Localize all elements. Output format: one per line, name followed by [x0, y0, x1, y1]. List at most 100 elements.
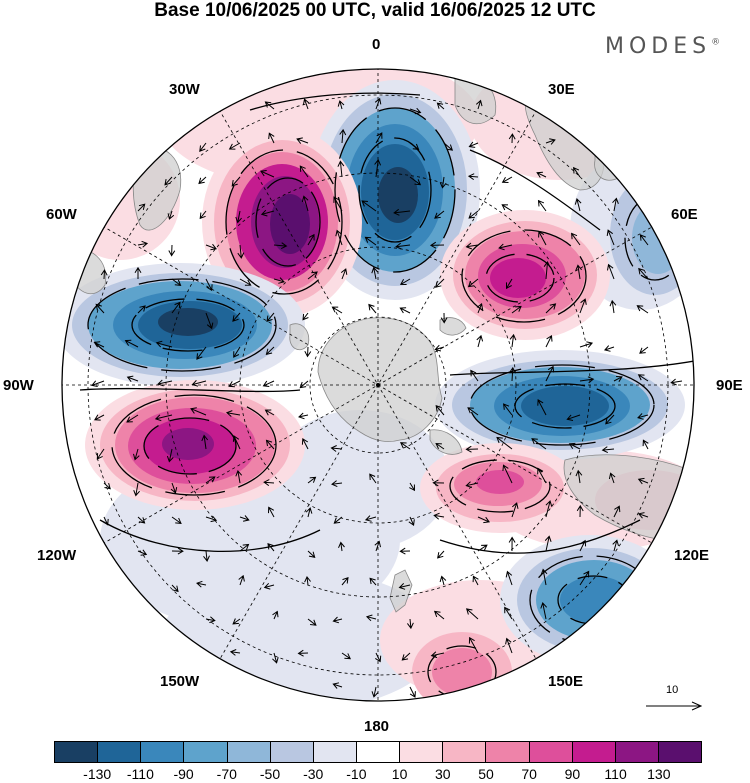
- reference-vector-arrow-icon: [646, 701, 702, 711]
- wind-vector-arrow: [465, 242, 479, 250]
- wind-vector-arrow: [434, 210, 445, 219]
- wind-vector-arrow: [375, 652, 382, 663]
- wind-vector-arrow: [575, 469, 583, 484]
- wind-vector-arrow: [205, 476, 216, 484]
- wind-vector-arrow: [103, 482, 111, 490]
- wind-vector-arrow: [508, 536, 516, 552]
- wind-vector-arrow: [566, 414, 581, 421]
- wind-vector-arrow: [262, 380, 275, 387]
- pole-marker: [376, 383, 380, 387]
- wind-vector-arrow: [545, 365, 555, 382]
- map-boundary: [61, 68, 695, 702]
- wind-vector-arrow: [137, 305, 146, 314]
- wind-vector-arrow: [298, 412, 309, 420]
- wind-vector-arrow: [263, 479, 275, 487]
- wind-vector-arrow: [467, 407, 479, 416]
- wind-vector-arrow: [95, 303, 105, 314]
- wind-vector-arrow: [266, 312, 275, 323]
- lon-label-90w: 90W: [3, 377, 34, 394]
- wind-vector-arrow: [196, 346, 207, 360]
- colorbar-tick-label: 50: [478, 766, 494, 782]
- wind-vector-arrow: [568, 442, 581, 450]
- wind-vector-arrow: [239, 543, 250, 552]
- lon-label-120w: 120W: [37, 547, 77, 564]
- wind-vector-arrow: [371, 266, 379, 280]
- wind-vector-arrow: [264, 409, 275, 416]
- wind-vector-arrow: [639, 346, 649, 354]
- colorbar-segment: [270, 742, 314, 762]
- wind-vector-arrow: [239, 278, 252, 286]
- wind-vector-arrow: [540, 602, 548, 620]
- colorbar-segment: [313, 742, 357, 762]
- wind-vector-arrow: [536, 171, 547, 178]
- wind-vector-arrow: [498, 243, 513, 251]
- wind-vector-arrow: [439, 176, 447, 189]
- colorbar-tick-label: 90: [564, 766, 581, 782]
- wind-vector-arrow: [154, 414, 173, 422]
- wind-vector-arrow: [543, 261, 551, 280]
- colorbar-tick-label: 70: [521, 766, 537, 782]
- lon-label-60e: 60E: [671, 206, 698, 223]
- anomaly-negative-135e: [500, 535, 680, 665]
- wind-vector-arrow: [333, 196, 343, 212]
- wind-vector-arrow: [333, 516, 343, 524]
- wind-vector-arrow: [545, 303, 557, 314]
- map-title: Base 10/06/2025 00 UTC, valid 16/06/2025…: [154, 0, 596, 21]
- wind-vector-arrow: [605, 414, 615, 425]
- wind-vector-arrow: [574, 198, 582, 212]
- wind-vector-arrow: [607, 263, 615, 280]
- wind-vector-arrow: [299, 380, 309, 389]
- wind-vector-arrow: [134, 266, 142, 279]
- wind-vector-arrow: [273, 277, 285, 284]
- lon-label-180: 180: [364, 718, 390, 735]
- wind-vector-arrow: [670, 378, 683, 386]
- wind-vector-arrow: [332, 616, 343, 624]
- wind-vector-arrow: [476, 303, 484, 314]
- lon-label-120e: 120E: [674, 547, 710, 564]
- wind-vector-arrow: [272, 652, 279, 664]
- wind-vector-arrow: [468, 141, 479, 148]
- wind-vector-arrow: [477, 544, 488, 552]
- wind-vector-arrow: [437, 550, 445, 559]
- anomaly-negative-75w: [62, 263, 305, 387]
- wind-vector-arrow: [393, 208, 411, 216]
- wind-vector-arrow: [576, 504, 584, 518]
- wind-vector-arrow: [267, 542, 275, 552]
- registered-mark: ®: [711, 37, 721, 48]
- wind-vector-arrow: [468, 210, 479, 219]
- wind-vector-arrow: [638, 267, 649, 280]
- wind-vector-arrow: [307, 550, 316, 558]
- wind-vector-arrow: [613, 505, 621, 518]
- wind-vector-arrow: [265, 346, 275, 355]
- colorbar-segment: [486, 742, 530, 762]
- wind-vector-arrow: [199, 210, 207, 220]
- wind-vector-arrow: [231, 176, 241, 187]
- wind-vector-arrow: [606, 229, 615, 246]
- colorbar-segment: [658, 742, 702, 762]
- anomaly-positive-105w: [85, 380, 305, 510]
- wind-vector-arrow: [170, 482, 178, 494]
- wind-vector-arrow: [304, 346, 312, 358]
- wind-vector-arrow: [470, 369, 479, 382]
- wind-vector-arrow: [190, 407, 207, 416]
- wind-vector-arrow: [609, 299, 617, 314]
- wind-vector-arrow: [368, 303, 377, 314]
- wind-vector-arrow: [168, 244, 176, 257]
- wind-vector-arrow: [603, 345, 615, 352]
- wind-vector-arrow: [232, 312, 241, 322]
- wind-vector-arrow: [504, 606, 513, 620]
- wind-vector-arrow: [369, 473, 377, 484]
- colorbar-segment: [356, 742, 401, 762]
- wind-vector-arrow: [374, 158, 382, 178]
- wind-vector-arrow: [338, 541, 345, 552]
- wind-vector-arrow: [409, 482, 416, 492]
- wind-vector-arrow: [339, 128, 347, 144]
- wind-vector-arrow: [545, 138, 556, 145]
- wind-vector-arrow: [228, 142, 241, 150]
- colorbar-segment: [529, 742, 573, 762]
- wind-vector-arrow: [331, 480, 343, 488]
- brand-logo: MODES®: [605, 34, 720, 59]
- wind-vector-arrow: [509, 333, 517, 348]
- wind-vector-arrow: [433, 610, 445, 620]
- wind-vector-arrow: [302, 98, 310, 110]
